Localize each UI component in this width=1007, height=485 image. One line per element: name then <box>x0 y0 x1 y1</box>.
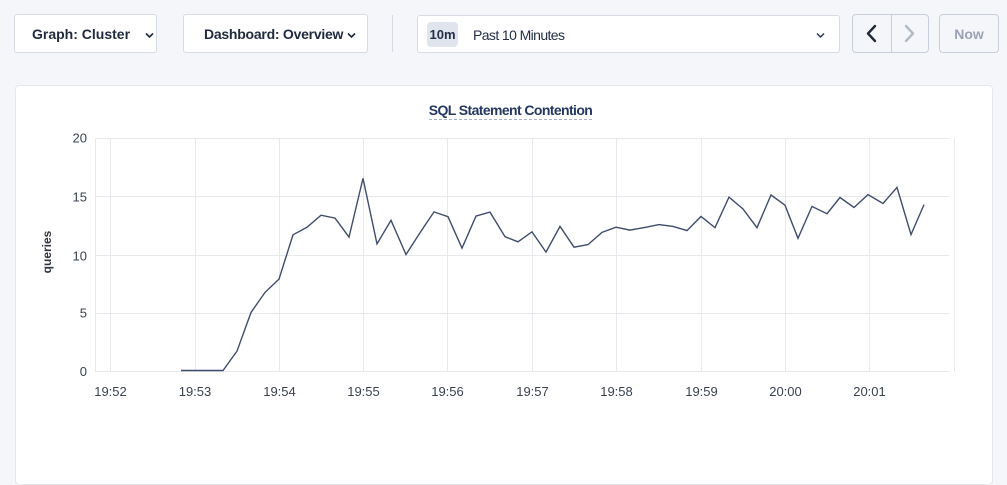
svg-text:19:54: 19:54 <box>263 384 296 399</box>
svg-text:15: 15 <box>73 189 87 204</box>
svg-text:0: 0 <box>80 364 87 379</box>
svg-text:20: 20 <box>73 131 87 146</box>
svg-text:5: 5 <box>80 305 87 320</box>
svg-text:19:52: 19:52 <box>94 384 127 399</box>
svg-text:19:56: 19:56 <box>431 384 464 399</box>
svg-text:19:58: 19:58 <box>600 384 633 399</box>
svg-text:10: 10 <box>73 248 87 263</box>
svg-text:19:57: 19:57 <box>516 384 549 399</box>
svg-text:queries: queries <box>40 230 54 273</box>
svg-text:20:00: 20:00 <box>769 384 802 399</box>
svg-text:19:55: 19:55 <box>347 384 380 399</box>
svg-text:19:53: 19:53 <box>179 384 212 399</box>
svg-text:20:01: 20:01 <box>853 384 886 399</box>
svg-text:19:59: 19:59 <box>685 384 718 399</box>
